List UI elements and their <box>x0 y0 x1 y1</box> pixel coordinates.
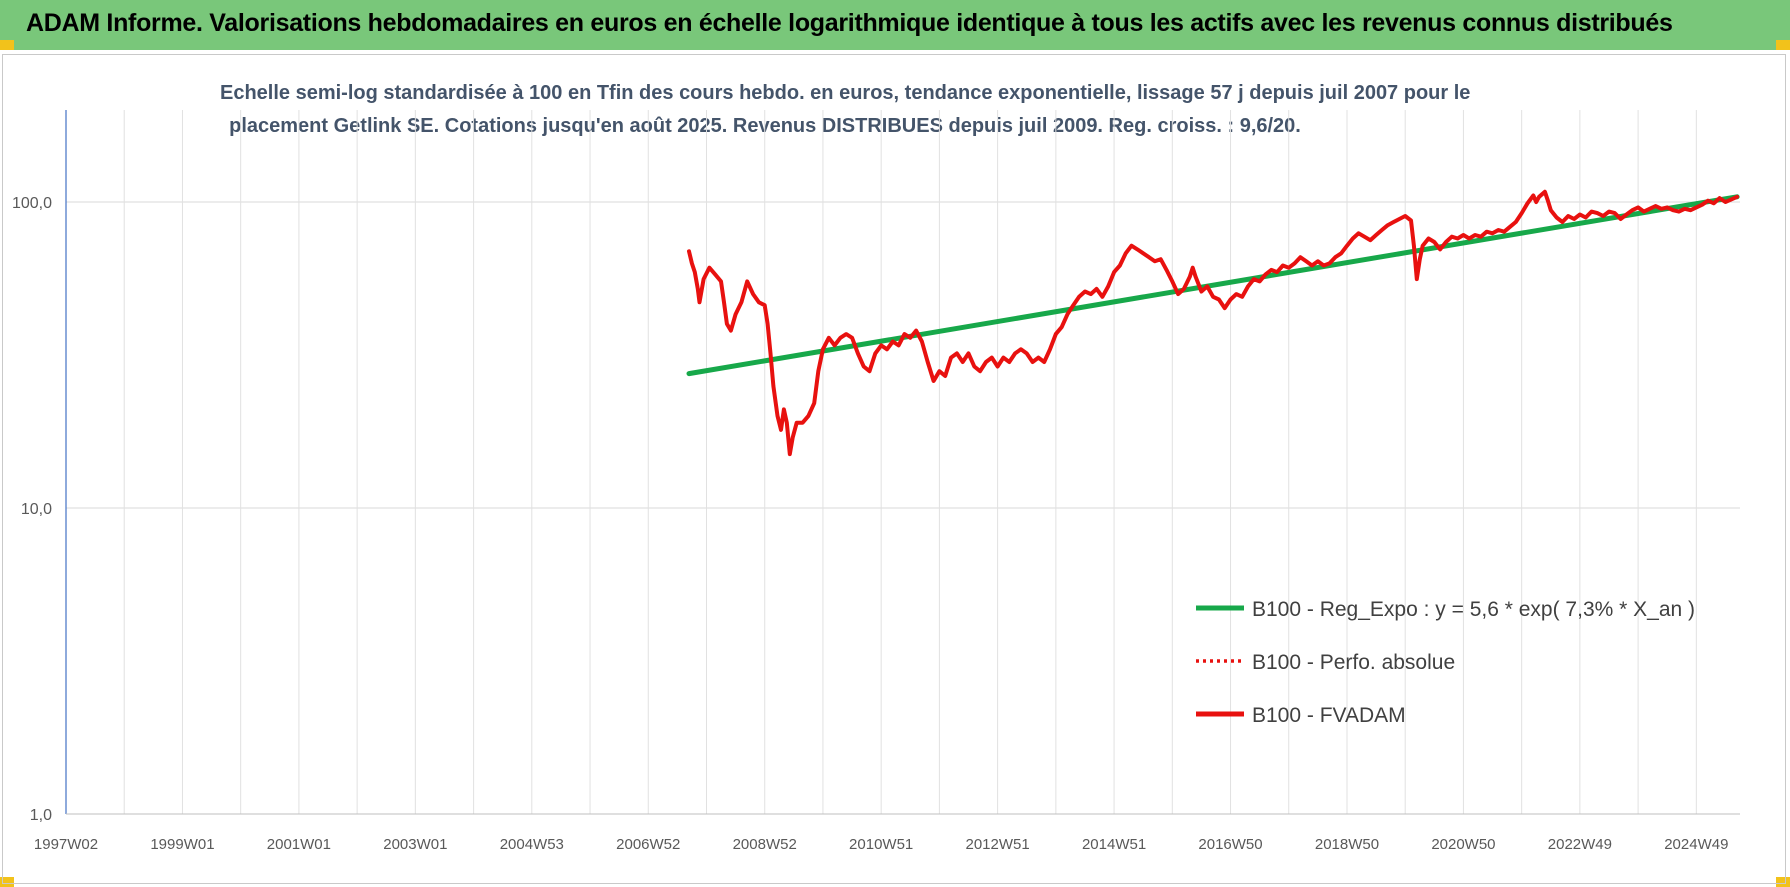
corner-mark-left <box>0 40 14 50</box>
chart-frame <box>2 54 1786 884</box>
x-tick-label: 2016W50 <box>1198 836 1262 853</box>
axes <box>65 110 1740 815</box>
fvadam-line <box>687 189 1740 457</box>
x-tick-label: 2003W01 <box>383 836 447 853</box>
x-tick-label: 2012W51 <box>966 836 1030 853</box>
gridlines <box>65 110 1740 815</box>
corner-mark-right <box>1776 40 1790 50</box>
x-tick-label: 2014W51 <box>1082 836 1146 853</box>
y-tick-label: 100,0 <box>12 195 52 212</box>
chart-title-line-1: Echelle semi-log standardisée à 100 en T… <box>220 82 1471 104</box>
x-tick-label: 2024W49 <box>1664 836 1728 853</box>
page-title: ADAM Informe. Valorisations hebdomadaire… <box>26 9 1673 37</box>
x-tick-label: 2010W51 <box>849 836 913 853</box>
x-tick-label: 1999W01 <box>150 836 214 853</box>
legend-label: B100 - FVADAM <box>1252 704 1406 727</box>
x-tick-label: 2006W52 <box>616 836 680 853</box>
title-banner: ADAM Informe. Valorisations hebdomadaire… <box>0 0 1790 50</box>
x-tick-label: 2004W53 <box>500 836 564 853</box>
y-tick-label: 1,0 <box>30 807 52 824</box>
x-tick-label: 2018W50 <box>1315 836 1379 853</box>
y-tick-label: 10,0 <box>21 501 52 518</box>
legend: B100 - Reg_Expo : y = 5,6 * exp( 7,3% * … <box>1196 598 1695 727</box>
legend-label: B100 - Perfo. absolue <box>1252 651 1455 674</box>
x-tick-label: 2008W52 <box>733 836 797 853</box>
corner-mark-bottom-left <box>0 877 14 887</box>
x-tick-label: 1997W02 <box>34 836 98 853</box>
plot-area <box>686 189 1740 457</box>
chart-title: Echelle semi-log standardisée à 100 en T… <box>220 77 1471 143</box>
x-tick-label: 2020W50 <box>1431 836 1495 853</box>
trend-line <box>686 194 1740 377</box>
tick-labels: 100,0 10,0 1,0 1997W02 1999W01 2001W01 2003W01… <box>12 195 1728 853</box>
x-tick-label: 2001W01 <box>267 836 331 853</box>
legend-label: B100 - Reg_Expo : y = 5,6 * exp( 7,3% * … <box>1252 598 1695 621</box>
x-tick-label: 2022W49 <box>1548 836 1612 853</box>
corner-mark-bottom-right <box>1776 877 1790 887</box>
